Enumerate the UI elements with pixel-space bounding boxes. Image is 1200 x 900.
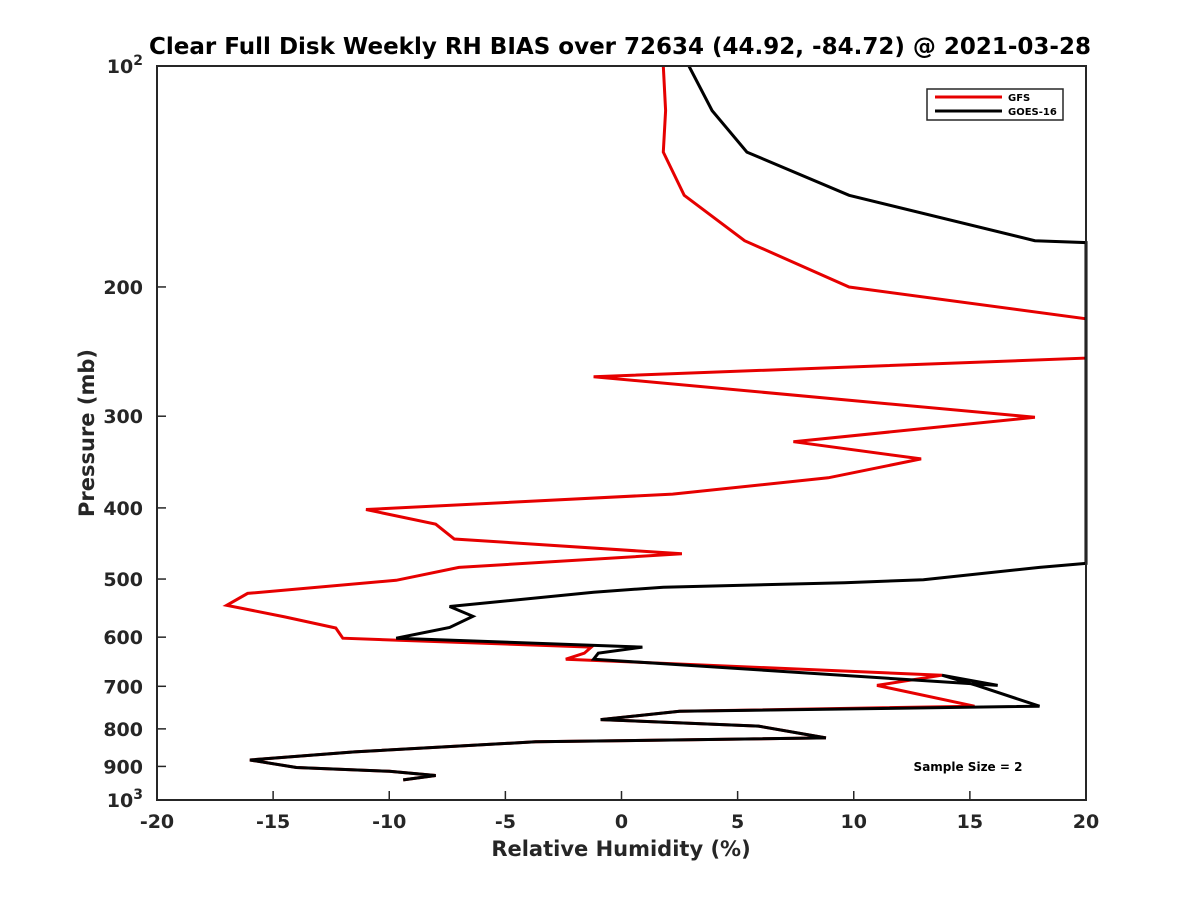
legend-label-gfs: GFS [1008,93,1030,104]
y-tick-label: 800 [103,719,143,741]
x-tick-label: 5 [731,811,744,833]
chart-title: Clear Full Disk Weekly RH BIAS over 7263… [149,34,1091,60]
x-tick-label: 10 [841,811,867,833]
x-tick-label: -15 [256,811,290,833]
series-line-gfs [222,65,1088,782]
y-tick-label: 500 [103,569,143,591]
y-tick-label: 200 [103,277,143,299]
y-tick-label: 900 [103,756,143,778]
axes-frame [156,65,1087,801]
series-layer [222,65,1088,782]
ticks-layer: -20 -15 -10 -5 0 5 10 15 20 200 300 400 500 600 700 800… [103,53,1099,833]
y-tick-label: 103 [107,787,143,812]
y-axis-label: Pressure (mb) [75,349,99,517]
y-tick-label: 400 [103,498,143,520]
sample-size-annotation: Sample Size = 2 [914,760,1023,774]
series-line-goes16 [249,65,1088,782]
legend-box [926,88,1064,121]
y-tick-label: 300 [103,406,143,428]
x-tick-label: -20 [140,811,174,833]
x-axis-label: Relative Humidity (%) [491,837,750,861]
legend: GFS GOES-16 [926,88,1064,121]
y-tick-label: 102 [107,53,143,78]
x-tick-label: 15 [957,811,983,833]
x-tick-label: -5 [495,811,516,833]
x-tick-label: -10 [372,811,406,833]
y-tick-label: 600 [103,627,143,649]
x-tick-label: 0 [615,811,628,833]
y-tick-label: 700 [103,676,143,698]
x-tick-label: 20 [1073,811,1099,833]
legend-label-goes16: GOES-16 [1008,107,1057,118]
